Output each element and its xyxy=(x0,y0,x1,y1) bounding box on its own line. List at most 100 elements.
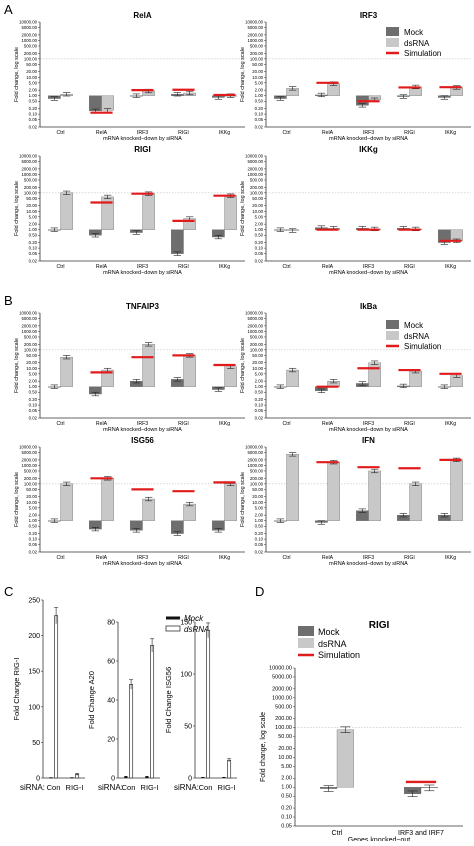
panel-letter-a: A xyxy=(4,2,13,17)
y-tick-label: 5000.00 xyxy=(21,159,37,164)
panel-letter-c: C xyxy=(4,584,13,599)
y-tick-label: 1.00 xyxy=(255,518,264,523)
y-tick-label: 20.00 xyxy=(278,746,292,752)
y-tick-label: 2.00 xyxy=(255,88,264,93)
y-tick-label: 1.00 xyxy=(255,93,264,98)
y-tick-label: 500.00 xyxy=(24,334,38,339)
x-tick-label: IRF3 xyxy=(363,264,374,270)
x-tick-label: RIGI xyxy=(178,555,189,561)
y-tick-label: 0.02 xyxy=(255,259,264,264)
y-tick-label: 0.05 xyxy=(255,408,264,413)
y-tick-label: 200.00 xyxy=(250,342,264,347)
y-tick-label: 50.00 xyxy=(278,734,292,740)
x-tick-label: RIGI xyxy=(404,130,415,136)
y-tick-label: 1.00 xyxy=(255,384,264,389)
y-tick-label: 0.50 xyxy=(255,524,264,529)
x-tick-label: RelA xyxy=(322,421,334,427)
y-tick-label: 1000.00 xyxy=(247,172,263,177)
y-tick-label: 0.20 xyxy=(29,531,38,536)
y-tick-label: 200.00 xyxy=(250,185,264,190)
y-tick-label: 5000.00 xyxy=(247,316,263,321)
y-tick-label: 0.10 xyxy=(29,246,38,251)
y-tick-label: 100 xyxy=(28,704,40,711)
x-tick-label: IRF3 xyxy=(137,130,148,136)
bar-mock xyxy=(89,95,102,112)
y-tick-label: 150 xyxy=(180,620,192,627)
y-tick-label: 2.00 xyxy=(29,379,38,384)
y-tick-label: 0.50 xyxy=(29,99,38,104)
y-tick-label: 2000.00 xyxy=(21,323,37,328)
y-tick-label: 2.00 xyxy=(29,513,38,518)
y-tick-label: 2000.00 xyxy=(247,166,263,171)
y-tick-label: 1.00 xyxy=(29,384,38,389)
y-tick-label: 0.10 xyxy=(281,815,292,821)
chart-C1: 0 50 100 150 200 250 Fold Change RIG-I Con RIG-I xyxy=(12,598,85,792)
legend-dsrna-label: dsRNA xyxy=(318,639,347,649)
y-tick-label: 1.00 xyxy=(29,227,38,232)
y-tick-label: 50.00 xyxy=(26,487,37,492)
y-tick-label: 5.00 xyxy=(29,371,38,376)
x-tick-label: RelA xyxy=(96,130,108,136)
bar-dsrna xyxy=(336,729,354,788)
y-tick-label: 0 xyxy=(111,776,115,783)
y-tick-label: 1.00 xyxy=(29,93,38,98)
panel-letter-b: B xyxy=(4,293,13,308)
y-tick-label: 100.00 xyxy=(275,725,292,731)
bar-dsrna xyxy=(409,483,422,521)
bar-dsrna xyxy=(60,192,73,230)
x-tick-label: RelA xyxy=(96,421,108,427)
y-tick-label: 0.50 xyxy=(255,233,264,238)
y-tick-label: 1000.00 xyxy=(21,38,37,43)
y-tick-label: 0.02 xyxy=(29,125,38,130)
x-tick-label: Ctrl xyxy=(56,264,64,270)
y-tick-label: 0.20 xyxy=(29,397,38,402)
y-tick-label: 0.05 xyxy=(255,117,264,122)
chart-title: RIGI xyxy=(134,145,150,154)
bar-mock xyxy=(145,776,149,778)
y-tick-label: 0.20 xyxy=(255,531,264,536)
legend-dsrna-swatch xyxy=(298,638,314,648)
legend-simulation-label: Simulation xyxy=(404,49,441,58)
bar-mock xyxy=(201,776,205,778)
x-tick-label: Ctrl xyxy=(56,130,64,136)
y-tick-label: 200.00 xyxy=(24,476,38,481)
y-tick-label: 2000.00 xyxy=(247,323,263,328)
bar-dsrna xyxy=(142,498,155,521)
y-tick-label: 2.00 xyxy=(255,513,264,518)
bar-dsrna xyxy=(60,357,73,387)
y-tick-label: 2.00 xyxy=(281,776,292,782)
x-tick-label: IRF3 xyxy=(363,130,374,136)
y-tick-label: 1.00 xyxy=(255,227,264,232)
y-tick-label: 5000.00 xyxy=(247,25,263,30)
y-tick-label: 0.50 xyxy=(255,99,264,104)
bar-mock xyxy=(124,776,128,778)
y-tick-label: 0.10 xyxy=(255,112,264,117)
y-tick-label: 10.00 xyxy=(26,209,37,214)
y-tick-label: 500.00 xyxy=(250,177,264,182)
chart-title: RIGI xyxy=(369,620,390,631)
y-tick-label: 5.00 xyxy=(255,80,264,85)
y-tick-label: 0.02 xyxy=(255,550,264,555)
y-tick-label: 0.50 xyxy=(29,524,38,529)
y-axis-label: Fold change, log scale xyxy=(14,472,20,527)
y-axis-label: Fold Change ISG56 xyxy=(164,667,173,733)
y-tick-label: 10000.00 xyxy=(245,20,264,25)
y-tick-label: 100.00 xyxy=(250,56,264,61)
bar-dsrna xyxy=(60,483,73,521)
bar-dsrna xyxy=(224,366,237,387)
legend-dsrna-swatch xyxy=(386,38,399,47)
bar-dsrna xyxy=(450,459,463,521)
bar-mock xyxy=(222,776,226,778)
chart-C2: 0 20 40 60 80 Fold Change A20 Con RIG-I xyxy=(87,620,160,792)
y-tick-label: 2.00 xyxy=(29,222,38,227)
y-tick-label: 500.00 xyxy=(24,43,38,48)
y-tick-label: 200.00 xyxy=(24,185,38,190)
x-tick-label: RIG-I xyxy=(218,783,236,792)
y-tick-label: 20 xyxy=(107,737,115,744)
y-tick-label: 0.50 xyxy=(255,390,264,395)
panel-c-sirna-label: siRNA: xyxy=(98,783,123,792)
legend-dsrna-label: dsRNA xyxy=(184,625,209,634)
